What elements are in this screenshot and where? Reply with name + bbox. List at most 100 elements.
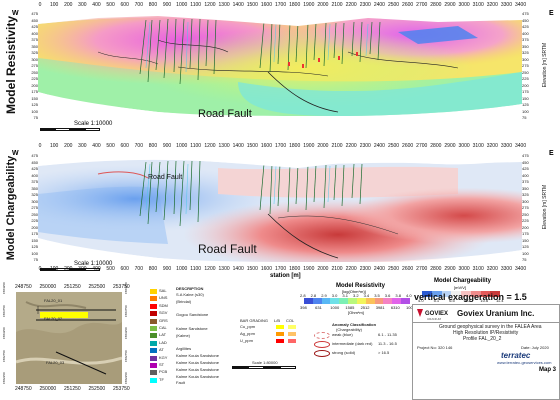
x-tick: 3400: [515, 143, 527, 149]
x-tick: 2000: [317, 143, 329, 149]
x-tick: 1800: [289, 266, 301, 272]
elev-tick: 100: [31, 250, 38, 256]
chargeability-tick: 5.1: [433, 298, 440, 303]
resistivity-section: [38, 12, 522, 124]
colorbar-cell: [490, 291, 500, 297]
map-tick: 250000: [39, 284, 57, 290]
x-tick: 200: [64, 2, 73, 8]
map-tick: 251250: [64, 386, 81, 392]
elev-tick: 400: [522, 172, 529, 178]
chargeability-colorbar-block: Model Chargeability [mV/V] 4.0 5.1 6.5 8.3 1…: [416, 278, 506, 308]
colorbar-cell: [401, 298, 410, 304]
top-road-fault-label: Road Fault: [198, 108, 252, 120]
x-tick: 3200: [486, 266, 498, 272]
lithology-code: KGY: [159, 354, 168, 360]
elev-tick: 425: [31, 24, 38, 29]
elev-tick: 200: [31, 82, 38, 88]
map-tick: 1582250: [124, 372, 128, 384]
description-line3: Profile FAL_20_2: [463, 336, 502, 342]
resistivity-colorbar: [304, 298, 410, 304]
title-block: GOVIEX URANIUM Goviex Uranium Inc. Groun…: [412, 304, 560, 400]
map-tick: 1583750: [124, 304, 128, 317]
resistivity-tick: 3.0: [331, 293, 338, 298]
resistivity-tick: 398: [300, 305, 307, 310]
bar-swatch: [288, 332, 296, 336]
elev-tick: 125: [522, 102, 529, 107]
x-tick: 300: [78, 143, 87, 149]
colorbar-cell: [431, 291, 442, 297]
mid-side-left: W: [12, 150, 19, 157]
colorbar-cell: [321, 298, 331, 304]
resistivity-tick: 2.8: [310, 293, 317, 298]
x-tick: 700: [134, 143, 143, 149]
x-tick: 800: [148, 143, 158, 149]
terratec-logo: terratec: [501, 351, 531, 360]
elev-tick: 225: [522, 76, 529, 81]
resistivity-tick: 1000: [330, 305, 340, 310]
elev-tick: 125: [522, 244, 529, 249]
bar-swatch: [276, 325, 284, 329]
bar-row-label: U_ppm: [240, 338, 253, 343]
top-elevation-label: Elevation [m] SRTM: [542, 42, 548, 88]
lithology-item: Kalme Kouia Sandstone: [176, 360, 219, 365]
colorbar-cell: [470, 291, 481, 297]
lithology-swatch: [150, 333, 157, 339]
x-tick: 1400: [232, 266, 244, 272]
elev-tick: 100: [31, 108, 38, 114]
x-tick: 1100: [190, 2, 202, 8]
top-elev-ticks-left: 475 450 425 400 375 350 325 300 275 250 225 200 175 1…: [24, 11, 38, 124]
lithology-items: S.A Kalne (s30) (Brindai) Gogou Sandstone K…: [176, 292, 236, 388]
x-tick: 2900: [444, 143, 456, 149]
map-tick: 1582750: [2, 349, 6, 362]
mid-elev-ticks-right: 475 450 425 400 375 350 325 300 275 250 225 200 175 1…: [522, 153, 536, 266]
description-line2: High Resolution IP/Resistivity: [453, 330, 519, 336]
bar-swatch: [288, 339, 296, 343]
map-tick: 248750: [15, 284, 32, 290]
resistivity-tick: 4.0: [406, 293, 412, 298]
x-tick: 1700: [275, 143, 287, 149]
lithology-swatch: [150, 296, 157, 302]
x-tick: 1200: [204, 2, 216, 8]
elev-tick: 275: [522, 205, 529, 210]
elev-tick: 350: [522, 185, 529, 191]
x-tick: 3000: [458, 2, 470, 8]
x-tick: 3300: [500, 2, 512, 8]
elev-tick: 150: [522, 237, 529, 243]
colorbar-cell: [356, 298, 366, 304]
elev-tick: 125: [31, 244, 38, 249]
lithology-code-row: AT: [150, 347, 174, 354]
elev-tick: 475: [31, 11, 38, 16]
elev-tick: 475: [522, 153, 529, 158]
elev-tick: 100: [522, 250, 529, 256]
elev-tick: 375: [31, 37, 38, 42]
resistivity-tick: 1585: [345, 305, 355, 310]
resistivity-scale-unit: [log(Ohm*m)]: [342, 289, 366, 294]
colorbar-cell: [441, 291, 452, 297]
map-tick: 1584250: [124, 282, 128, 294]
colorbar-cell: [304, 298, 313, 304]
lithology-code-row: SGV: [150, 310, 174, 317]
lithology-code: UNS: [159, 295, 168, 301]
x-tick: 2900: [444, 2, 456, 8]
lithology-code-row: TF: [150, 377, 174, 384]
x-tick: 0: [38, 266, 42, 272]
x-tick: 2000: [317, 266, 329, 272]
contractor-url: www.terratec-geoservices.com: [497, 360, 552, 365]
elev-tick: 225: [522, 218, 529, 223]
anomaly-label: strong (solid): [332, 350, 356, 355]
x-tick: 2600: [402, 143, 414, 149]
anomaly-swatch: [314, 341, 330, 348]
x-tick: 0: [38, 2, 42, 8]
x-tick: 1700: [275, 266, 287, 272]
colorbar-cell: [365, 298, 375, 304]
elev-tick: 300: [522, 56, 529, 62]
resistivity-tick: 10000: [406, 305, 417, 310]
lithology-item: (Kalme): [176, 332, 191, 338]
lithology-item: (Brindai): [176, 298, 192, 304]
map-tick: 1584250: [2, 282, 6, 294]
elev-tick: 450: [522, 17, 529, 23]
goviex-logo: GOVIEX URANIUM: [415, 307, 453, 321]
lithology-code-row: LAD: [150, 340, 174, 347]
elev-tick: 325: [522, 192, 529, 197]
elev-tick: 75: [33, 115, 38, 120]
